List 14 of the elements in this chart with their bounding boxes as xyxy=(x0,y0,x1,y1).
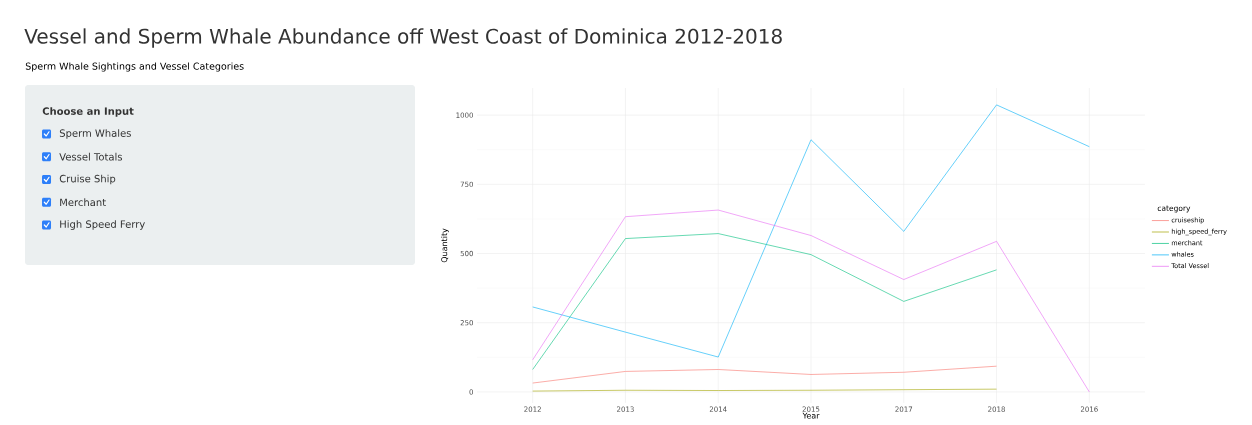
text: High Speed Ferry xyxy=(60,220,145,230)
x-axis-title: Year xyxy=(802,412,820,419)
text: Sperm Whales xyxy=(59,129,131,139)
line-series xyxy=(532,209,1090,393)
text: Merchant xyxy=(60,198,106,207)
text: Sperm Whale Sightings and Vessel Categories xyxy=(25,62,244,72)
line-series xyxy=(532,104,1090,358)
y-axis-title: Quantity xyxy=(441,228,449,263)
text: Choose an Input xyxy=(42,107,134,117)
line-series xyxy=(532,365,997,384)
line-series xyxy=(532,233,997,370)
chart-title: Vessel and Sperm Whale Abundance off West Coast of Dominica 2012-2018 xyxy=(24,28,782,48)
text: Cruise Ship xyxy=(59,174,116,185)
text: Vessel Totals xyxy=(59,152,123,161)
